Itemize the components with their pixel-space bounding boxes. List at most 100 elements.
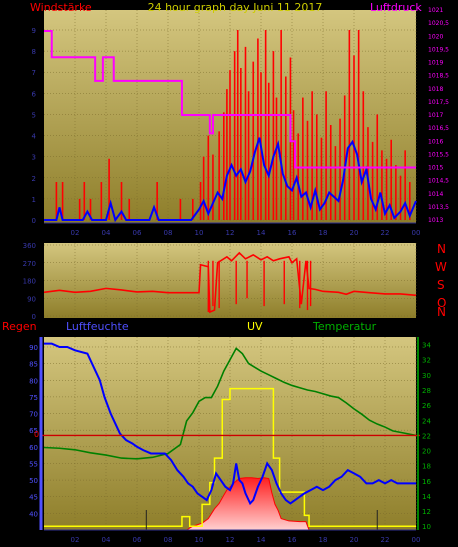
pressure-y-tick-label: 1019 bbox=[428, 60, 443, 67]
uv-axis-title: UV bbox=[247, 320, 263, 333]
temperature-y-tick-label: 24 bbox=[422, 417, 431, 425]
wind-y-tick-label: 8 bbox=[32, 48, 36, 56]
x-tick-label: 22 bbox=[381, 229, 390, 237]
temperature-y-tick-label: 30 bbox=[422, 372, 431, 380]
x-tick-label: 00 bbox=[412, 229, 421, 237]
direction-y-tick-label: 180 bbox=[23, 278, 36, 286]
x-tick-label: 04 bbox=[102, 536, 111, 543]
humidity-y-tick-label: 90 bbox=[29, 344, 38, 352]
pressure-y-tick-label: 1019,5 bbox=[428, 46, 449, 53]
x-tick-label: 18 bbox=[319, 229, 328, 237]
humidity-y-tick-label: 45 bbox=[29, 494, 38, 502]
compass-w: W bbox=[435, 260, 447, 274]
x-tick-label: 06 bbox=[133, 536, 142, 543]
x-tick-label: 16 bbox=[288, 536, 297, 543]
x-tick-label: 02 bbox=[71, 536, 80, 543]
humidity-y-tick-label: 55 bbox=[29, 460, 38, 468]
x-tick-label: 06 bbox=[133, 229, 142, 237]
temperature-y-tick-label: 26 bbox=[422, 402, 431, 410]
pressure-y-tick-label: 1016,5 bbox=[428, 125, 449, 132]
pressure-y-tick-label: 1018,5 bbox=[428, 73, 449, 80]
pressure-line bbox=[44, 30, 416, 169]
temperature-y-tick-label: 22 bbox=[422, 432, 431, 440]
wind-y-tick-label: 9 bbox=[32, 27, 36, 35]
chart-title: 24 hour graph day Juni 11 2017 bbox=[148, 1, 323, 14]
compass-n-top: N bbox=[437, 242, 446, 256]
x-tick-label: 12 bbox=[226, 229, 235, 237]
direction-y-tick-label: 270 bbox=[23, 260, 36, 268]
wind-direction-line bbox=[43, 251, 417, 314]
humidity-line bbox=[44, 342, 416, 506]
wind-y-tick-label: 2 bbox=[32, 175, 36, 183]
pressure-y-tick-label: 1013,5 bbox=[428, 204, 449, 211]
pressure-y-tick-label: 1014,5 bbox=[428, 178, 449, 185]
pressure-y-tick-label: 1020 bbox=[428, 33, 443, 40]
x-tick-label: 00 bbox=[412, 536, 421, 543]
compass-n-bottom: N bbox=[437, 305, 446, 319]
x-tick-label: 08 bbox=[164, 536, 173, 543]
wind-y-tick-label: 5 bbox=[32, 111, 36, 119]
temperature-y-tick-label: 10 bbox=[422, 523, 431, 531]
temperature-y-tick-label: 34 bbox=[422, 342, 431, 350]
compass-s: S bbox=[437, 278, 445, 292]
temperature-axis-title: Temperatur bbox=[312, 320, 377, 333]
pressure-y-tick-label: 1021 bbox=[428, 7, 443, 14]
direction-y-tick-label: 90 bbox=[27, 295, 36, 303]
humidity-y-tick-label: 40 bbox=[29, 510, 38, 518]
wind-y-tick-label: 3 bbox=[32, 154, 36, 162]
pressure-y-tick-label: 1017,5 bbox=[428, 99, 449, 106]
humidity-y-tick-label: 80 bbox=[29, 377, 38, 385]
x-tick-label: 10 bbox=[195, 229, 204, 237]
pressure-y-tick-label: 1017 bbox=[428, 112, 443, 119]
wind-y-tick-label: 4 bbox=[32, 133, 37, 141]
wind-y-tick-label: 7 bbox=[32, 69, 36, 77]
pressure-y-tick-label: 1020,5 bbox=[428, 20, 449, 27]
uv-index-line bbox=[44, 387, 416, 527]
pressure-y-tick-label: 1015,5 bbox=[428, 151, 449, 158]
x-tick-label: 18 bbox=[319, 536, 328, 543]
wind-y-tick-label: 6 bbox=[32, 90, 37, 98]
wind-average-line bbox=[44, 137, 417, 223]
temperature-y-tick-label: 20 bbox=[422, 448, 431, 456]
humidity-y-tick-label: 60 bbox=[29, 444, 38, 452]
x-tick-label: 14 bbox=[257, 229, 266, 237]
rain-zero-label: 0 bbox=[34, 430, 39, 439]
compass-o: O bbox=[437, 296, 446, 310]
wind-axis-title: Windstärke bbox=[30, 1, 92, 14]
direction-y-tick-label: 0 bbox=[32, 313, 36, 321]
x-tick-label: 20 bbox=[350, 229, 359, 237]
temperature-y-tick-label: 16 bbox=[422, 478, 431, 486]
temperature-y-tick-label: 28 bbox=[422, 387, 431, 395]
temperature-y-tick-label: 12 bbox=[422, 508, 431, 516]
x-tick-label: 08 bbox=[164, 229, 173, 237]
wind-y-tick-label: 0 bbox=[32, 217, 36, 225]
pressure-y-tick-label: 1016 bbox=[428, 138, 443, 145]
humidity-y-tick-label: 65 bbox=[29, 427, 38, 435]
solar-radiation-area bbox=[184, 477, 310, 531]
temperature-y-tick-label: 18 bbox=[422, 463, 431, 471]
humidity-y-tick-label: 50 bbox=[29, 477, 38, 485]
pressure-y-tick-label: 1015 bbox=[428, 165, 443, 172]
x-tick-label: 16 bbox=[288, 229, 297, 237]
temperature-y-tick-label: 32 bbox=[422, 357, 431, 365]
pressure-y-tick-label: 1018 bbox=[428, 86, 443, 93]
temperature-line bbox=[43, 347, 417, 460]
humidity-axis-title: Luftfeuchte bbox=[66, 320, 129, 333]
x-tick-label: 10 bbox=[195, 536, 204, 543]
x-tick-label: 14 bbox=[257, 536, 266, 543]
wind-y-tick-label: 1 bbox=[32, 196, 36, 204]
humidity-y-tick-label: 85 bbox=[29, 361, 38, 369]
x-tick-label: 04 bbox=[102, 229, 111, 237]
pressure-y-tick-label: 1013 bbox=[428, 217, 443, 224]
humidity-y-tick-label: 75 bbox=[29, 394, 38, 402]
humidity-y-tick-label: 70 bbox=[29, 411, 38, 419]
pressure-y-tick-label: 1014 bbox=[428, 191, 443, 198]
x-tick-label: 12 bbox=[226, 536, 235, 543]
x-tick-label: 20 bbox=[350, 536, 359, 543]
pressure-axis-title: Luftdruck bbox=[370, 1, 422, 14]
x-tick-label: 02 bbox=[71, 229, 80, 237]
direction-y-tick-label: 360 bbox=[23, 242, 36, 250]
x-tick-label: 22 bbox=[381, 536, 390, 543]
